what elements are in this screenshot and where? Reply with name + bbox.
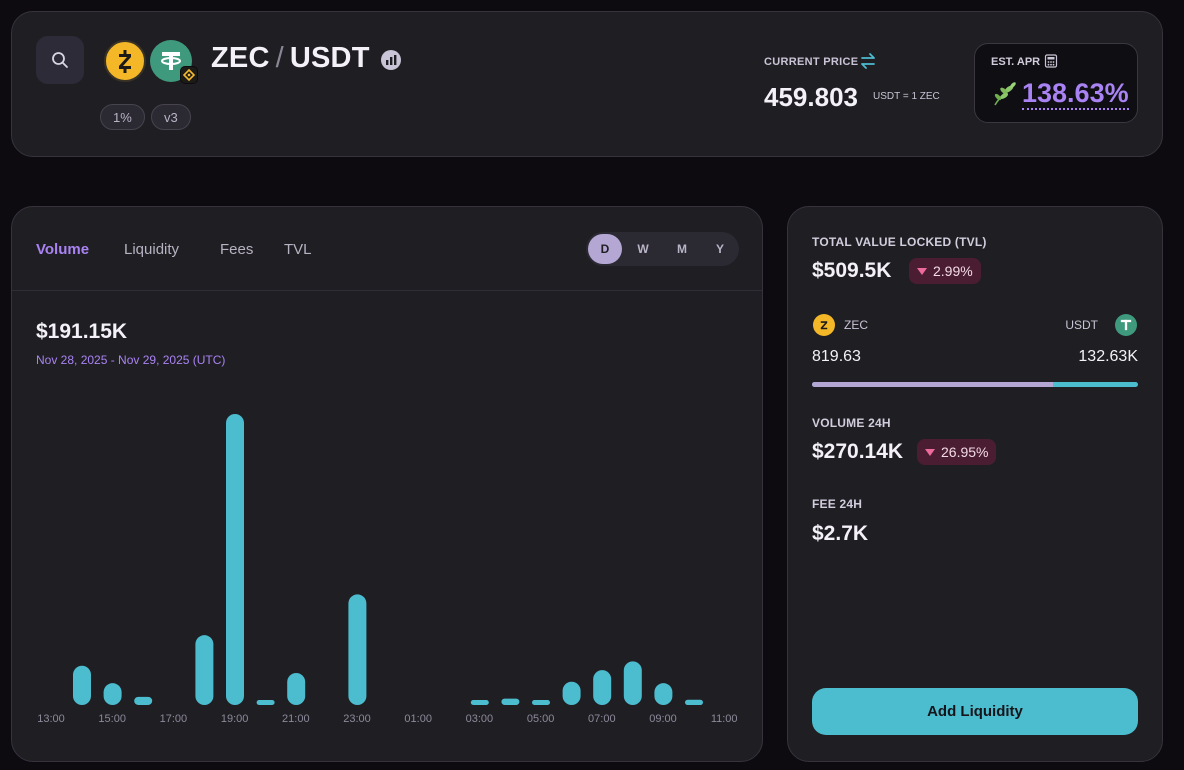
volume-bar[interactable] (348, 594, 367, 705)
tvl-label: TOTAL VALUE LOCKED (TVL) (812, 235, 987, 249)
search-button[interactable] (36, 36, 84, 84)
range-week-button[interactable]: W (637, 242, 649, 256)
volume-bar[interactable] (623, 661, 642, 705)
pair-title: ZEC / USDT (211, 42, 370, 75)
apr-box: EST. APR 138.63% (974, 43, 1138, 123)
tvl-value: $509.5K (812, 259, 892, 282)
volume-bar[interactable] (654, 683, 673, 705)
x-axis-tick-label: 21:00 (282, 713, 310, 725)
volume-bar[interactable] (226, 414, 244, 705)
volume-value: $270.14K (812, 440, 904, 463)
volume-bar[interactable] (685, 699, 703, 705)
down-arrow-icon (925, 448, 935, 456)
chart-card: Volume Liquidity Fees TVL D W M Y $191.1… (11, 206, 763, 762)
range-month-button[interactable]: M (677, 242, 687, 256)
fee-tier-badge: 1% (100, 104, 145, 130)
down-arrow-icon (917, 267, 927, 275)
pool-stats-card: TOTAL VALUE LOCKED (TVL) $509.5K 2.99% Z… (787, 206, 1163, 762)
pool-header: ZEC / USDT 1% v3 CURRENT PRICE 459.803 U… (11, 11, 1163, 157)
chart-link-icon[interactable] (380, 49, 402, 71)
chart-total-value: $191.15K (36, 320, 128, 343)
quote-token-symbol: USDT (289, 42, 370, 74)
token0-ratio-fill (812, 382, 1054, 387)
volume-bar[interactable] (470, 700, 489, 705)
swap-icon[interactable] (858, 52, 878, 70)
tab-liquidity[interactable]: Liquidity (124, 241, 180, 258)
x-axis-tick-label: 01:00 (404, 713, 432, 725)
current-price-value: 459.803 (764, 82, 858, 112)
x-axis-tick-label: 15:00 (98, 713, 126, 725)
x-axis-tick-label: 13:00 (37, 713, 65, 725)
token0-symbol: ZEC (844, 318, 868, 332)
bnb-chain-icon (180, 66, 198, 84)
x-axis-tick-label: 03:00 (466, 713, 494, 725)
tvl-change-badge: 2.99% (909, 258, 981, 284)
volume-bar[interactable] (287, 672, 306, 705)
volume-bar[interactable] (103, 683, 122, 705)
volume-bar[interactable] (73, 665, 91, 705)
range-year-button[interactable]: Y (715, 242, 724, 256)
chart-divider (12, 290, 762, 291)
volume-label: VOLUME 24H (812, 416, 891, 430)
x-axis-tick-label: 23:00 (343, 713, 371, 725)
chart-date-range: Nov 28, 2025 - Nov 29, 2025 (UTC) (36, 353, 226, 367)
volume-bar[interactable] (501, 698, 520, 705)
pair-separator: / (275, 42, 284, 74)
volume-bar-chart[interactable]: 13:00 15:00 17:00 19:00 21:00 23:00 01:00 03:00… (12, 207, 762, 761)
volume-bar[interactable] (195, 635, 214, 705)
leaf-icon (994, 82, 1016, 106)
tab-tvl[interactable]: TVL (284, 241, 312, 258)
fee-value: $2.7K (812, 522, 869, 545)
range-day-button[interactable]: D (588, 234, 622, 264)
volume-bar[interactable] (562, 681, 581, 705)
x-axis-tick-label: 07:00 (588, 713, 616, 725)
fee-label: FEE 24H (812, 497, 863, 511)
time-range-selector: D W M Y (586, 232, 739, 266)
volume-change-badge: 26.95% (917, 439, 997, 465)
x-axis-tick-label: 19:00 (221, 713, 249, 725)
volume-bar[interactable] (256, 700, 275, 705)
search-icon (52, 52, 68, 68)
zec-logo-icon (104, 40, 146, 82)
token-ratio-bar (812, 382, 1138, 387)
usdt-small-icon (1115, 314, 1137, 336)
token1-symbol: USDT (1065, 318, 1098, 332)
calculator-icon[interactable] (1044, 54, 1058, 68)
volume-bar[interactable] (532, 700, 550, 705)
token1-amount: 132.63K (1078, 348, 1138, 365)
volume-bar[interactable] (593, 670, 612, 705)
version-badge: v3 (151, 104, 191, 130)
x-axis-tick-label: 17:00 (160, 713, 188, 725)
zec-small-icon (813, 314, 835, 336)
volume-change-value: 26.95% (941, 444, 989, 460)
tab-volume[interactable]: Volume (36, 241, 90, 258)
x-axis-tick-label: 05:00 (527, 713, 555, 725)
tab-fees[interactable]: Fees (220, 241, 254, 258)
base-token-symbol: ZEC (211, 42, 270, 74)
apr-label: EST. APR (991, 56, 1041, 68)
current-price-label: CURRENT PRICE (764, 56, 859, 68)
tvl-change-value: 2.99% (933, 263, 973, 279)
price-unit: USDT = 1 ZEC (873, 91, 940, 102)
apr-value[interactable]: 138.63% (1022, 78, 1129, 110)
x-axis-tick-label: 09:00 (649, 713, 677, 725)
add-liquidity-button[interactable]: Add Liquidity (812, 688, 1138, 735)
volume-bar[interactable] (134, 696, 153, 705)
x-axis-tick-label: 11:00 (711, 713, 738, 725)
token0-amount: 819.63 (812, 348, 861, 365)
